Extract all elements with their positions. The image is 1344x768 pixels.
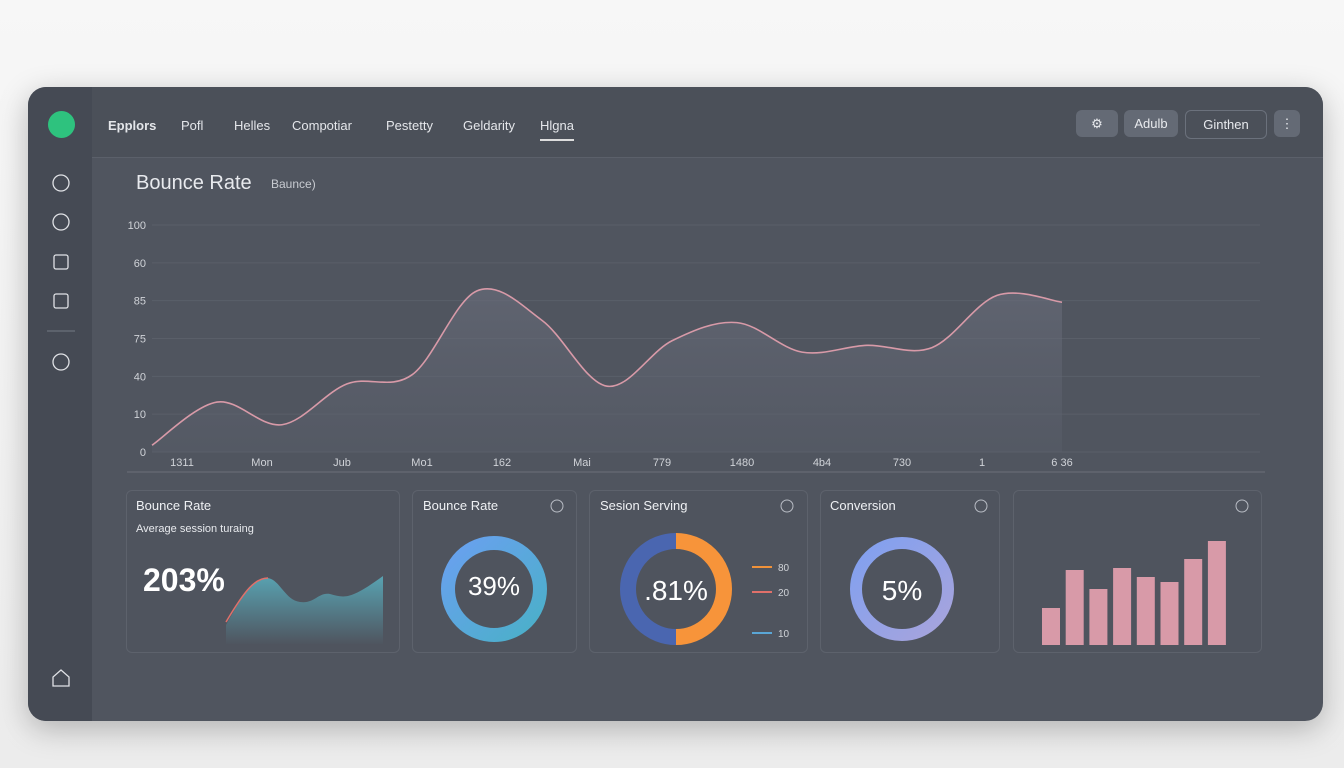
card-subtitle: Average session turaing <box>136 523 254 535</box>
card <box>820 490 1000 653</box>
y-tick-label: 40 <box>134 371 146 383</box>
y-tick-label: 100 <box>128 220 146 232</box>
card-title: Sesion Serving <box>600 498 688 513</box>
bar <box>1065 570 1084 645</box>
button[interactable]: Adulb <box>1124 110 1178 137</box>
x-tick-label: 162 <box>493 457 511 469</box>
nav-item[interactable]: Helles <box>234 118 271 133</box>
sidebar <box>28 87 92 721</box>
nav-item[interactable]: Compotiar <box>292 118 352 133</box>
y-tick-label: 75 <box>134 334 146 346</box>
card <box>412 490 577 653</box>
x-tick-label: 4b4 <box>813 457 831 469</box>
donut <box>441 536 547 642</box>
x-tick-label: Mai <box>573 457 591 469</box>
chart-subtitle: Baunce) <box>271 177 316 191</box>
donut-value: .81% <box>644 575 708 606</box>
y-tick-label: 0 <box>140 447 146 459</box>
x-tick-label: 779 <box>653 457 671 469</box>
bar <box>1113 568 1132 645</box>
area <box>152 288 1062 452</box>
mini-line <box>225 577 269 623</box>
y-tick-label: 85 <box>134 296 146 308</box>
chart-title: Bounce Rate <box>136 172 252 194</box>
sidebar-icons <box>47 174 75 687</box>
bar <box>1184 559 1203 645</box>
x-tick-label: 730 <box>893 457 911 469</box>
card-title: Bounce Rate <box>136 498 212 513</box>
nav-item[interactable]: Pofl <box>181 118 204 133</box>
x-tick-label: 1480 <box>730 457 754 469</box>
x-tick-label: 1311 <box>170 457 194 469</box>
icon-button[interactable]: ⚙ <box>1076 110 1118 137</box>
nav-item[interactable]: Hlgna <box>540 118 574 141</box>
legend-label: 80 <box>778 563 790 574</box>
card-title: Bounce Rate <box>423 498 499 513</box>
nav-item[interactable]: Pestetty <box>386 118 433 133</box>
bar <box>1160 582 1179 645</box>
x-tick-label: Jub <box>333 457 351 469</box>
donut-value: 5% <box>882 575 922 606</box>
mini-area <box>226 576 383 645</box>
donut <box>850 537 954 641</box>
menu-button[interactable]: ⋮ <box>1274 110 1300 137</box>
bar <box>1136 577 1155 645</box>
card-value: 203% <box>143 562 225 598</box>
donut-value: 39% <box>468 571 520 601</box>
x-tick-label: 6 36 <box>1051 457 1072 469</box>
info-icons <box>550 499 1249 513</box>
line <box>151 288 1063 446</box>
donut <box>620 533 732 645</box>
y-tick-label: 10 <box>134 409 146 421</box>
card-title: Conversion <box>830 498 896 513</box>
brand[interactable]: Epplors <box>108 118 157 133</box>
y-tick-label: 60 <box>134 258 146 270</box>
nav-item[interactable]: Geldarity <box>463 118 516 133</box>
bar <box>1089 589 1108 645</box>
x-tick-label: Mo1 <box>411 457 432 469</box>
button[interactable]: Ginthen <box>1185 110 1267 139</box>
bar <box>1207 541 1226 645</box>
legend-label: 10 <box>778 629 790 640</box>
bar <box>1042 608 1060 645</box>
x-tick-label: 1 <box>979 457 985 469</box>
logo[interactable] <box>48 111 75 138</box>
legend-label: 20 <box>778 588 790 599</box>
x-tick-label: Mon <box>251 457 272 469</box>
